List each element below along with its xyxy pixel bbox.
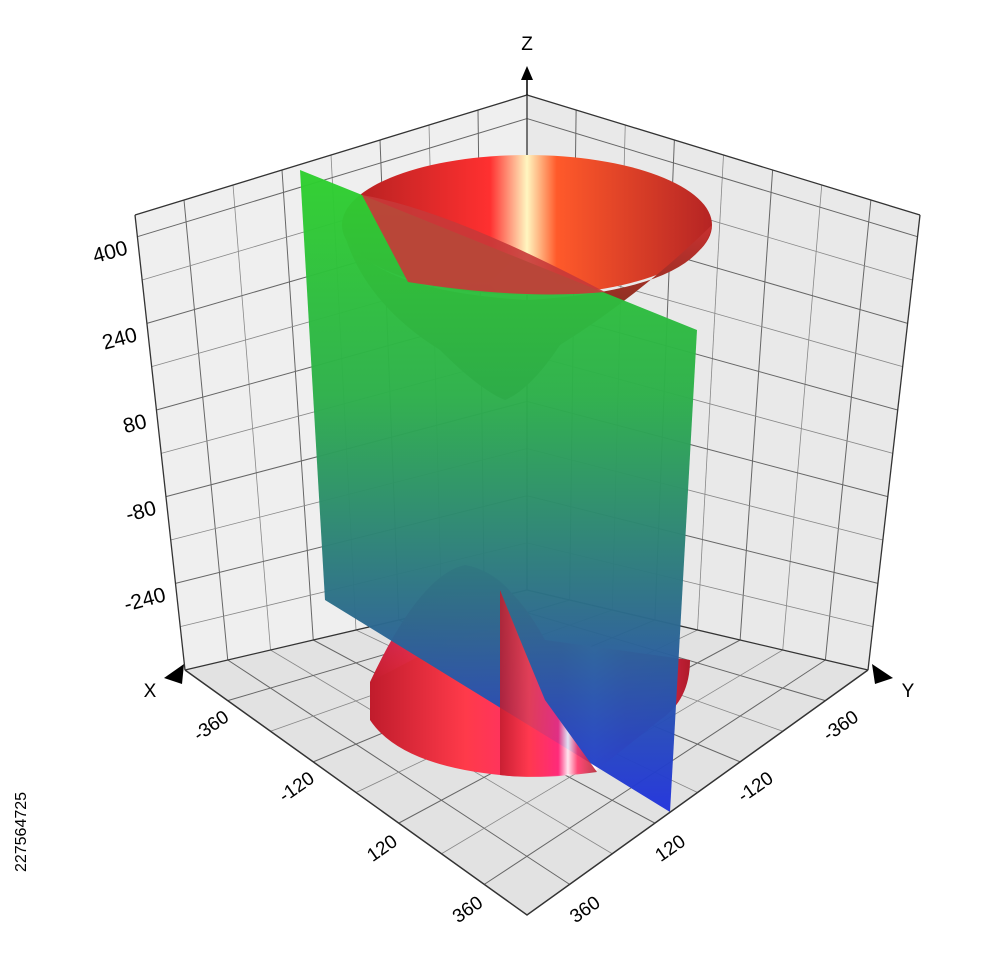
minor-grid-line (697, 154, 724, 631)
x-arrow (164, 664, 184, 684)
grid-line (281, 169, 314, 641)
z-axis-label: Z (521, 34, 533, 55)
z-tick-label: 80 (121, 410, 150, 438)
grid-line (739, 169, 774, 641)
z-tick-label: 400 (90, 237, 130, 268)
minor-grid-line (782, 184, 823, 651)
lower-cone-front (500, 590, 597, 777)
x-tick-label: -360 (190, 707, 233, 746)
y-tick-label: 120 (652, 831, 690, 866)
x-tick-label: 360 (449, 892, 487, 927)
y-tick-label: -360 (819, 707, 862, 746)
y-tick-label: 360 (566, 892, 604, 927)
grid-line (183, 199, 229, 661)
z-arrow (521, 66, 533, 80)
surfaces (300, 155, 712, 812)
y-arrow (872, 664, 893, 684)
box-edge (134, 94, 528, 216)
stock-id: 227564725 (13, 792, 30, 872)
box-edge (526, 94, 921, 216)
minor-grid-line (232, 184, 271, 651)
floor-edge (184, 669, 869, 916)
z-tick-label: -80 (123, 497, 158, 527)
box-edge (867, 214, 921, 671)
grid-line (526, 118, 918, 238)
upper-cone-front (362, 195, 605, 295)
x-axis-label: X (144, 681, 157, 702)
y-axis-label: Y (902, 681, 915, 702)
z-tick-label: -240 (122, 583, 169, 616)
plane (300, 170, 697, 812)
y-tick-label: -120 (734, 768, 777, 807)
grid-line (137, 118, 528, 238)
box-edge (134, 214, 186, 671)
x-tick-label: 120 (363, 831, 401, 866)
x-tick-label: -120 (275, 768, 318, 807)
z-tick-label: 240 (100, 323, 140, 354)
grid-line (824, 199, 872, 661)
